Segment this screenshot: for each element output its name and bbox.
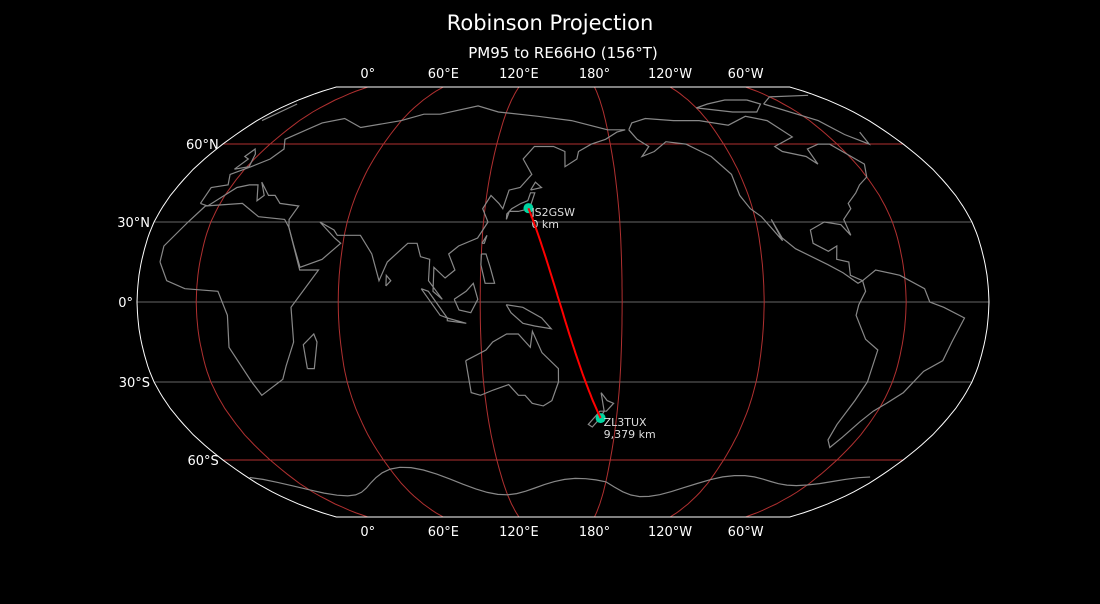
coastline [481,234,488,244]
map-boundary [136,86,990,518]
coastline [453,282,479,314]
coastline [261,94,872,146]
coastline [827,269,966,449]
coastline [505,304,553,330]
lon-label-top: 0° [360,67,375,82]
meridian-line [479,86,520,518]
station-distance: 9,379 km [604,428,656,441]
coastline [385,273,392,287]
lon-label-bottom: 60°W [728,525,764,540]
coastline [530,181,543,191]
lon-label-top: 180° [579,67,610,82]
map-title: Robinson Projection [447,11,654,35]
lon-label-bottom: 60°E [428,525,459,540]
meridian-line [745,86,907,518]
coastline [234,147,257,170]
lon-label-top: 120°W [648,67,692,82]
lon-label-top: 60°E [428,67,459,82]
meridian-line [594,86,623,518]
lat-label: 60°N [186,138,219,153]
meridian-line [669,86,765,518]
station-distance: 0 km [531,218,559,231]
axis-labels: 0° 0° 60°E 60°E 120°E 120°E 180° 180° 120°W 120°W… [117,67,763,540]
station-callsign: JS2GSW [530,206,575,219]
coastlines [159,94,966,498]
lat-label: 60°S [187,454,218,469]
lon-label-bottom: 0° [360,525,375,540]
coastline [480,253,496,284]
coastline [446,317,467,324]
lon-label-bottom: 120°W [648,525,692,540]
great-circle-path [527,207,602,419]
lon-label-bottom: 120°E [499,525,539,540]
map-subtitle: PM95 to RE66HO (156°T) [468,44,658,62]
coastline [302,332,318,370]
lat-label: 30°S [119,376,150,391]
coastline [199,105,626,300]
station-callsign: ZL3TUX [604,416,647,429]
coastline [249,466,871,498]
lat-label: 0° [118,296,133,311]
graticule [137,86,989,518]
meridian-line [337,86,444,518]
coastline [159,202,320,397]
lat-label: 30°N [117,216,150,231]
lon-label-top: 120°E [499,67,539,82]
coastline [628,115,868,285]
lon-label-top: 60°W [728,67,764,82]
lon-label-bottom: 180° [579,525,610,540]
station-marker [523,203,534,214]
meridian-line [195,86,368,518]
coastline [465,329,560,407]
coastline [696,99,762,113]
coastline [505,192,536,220]
